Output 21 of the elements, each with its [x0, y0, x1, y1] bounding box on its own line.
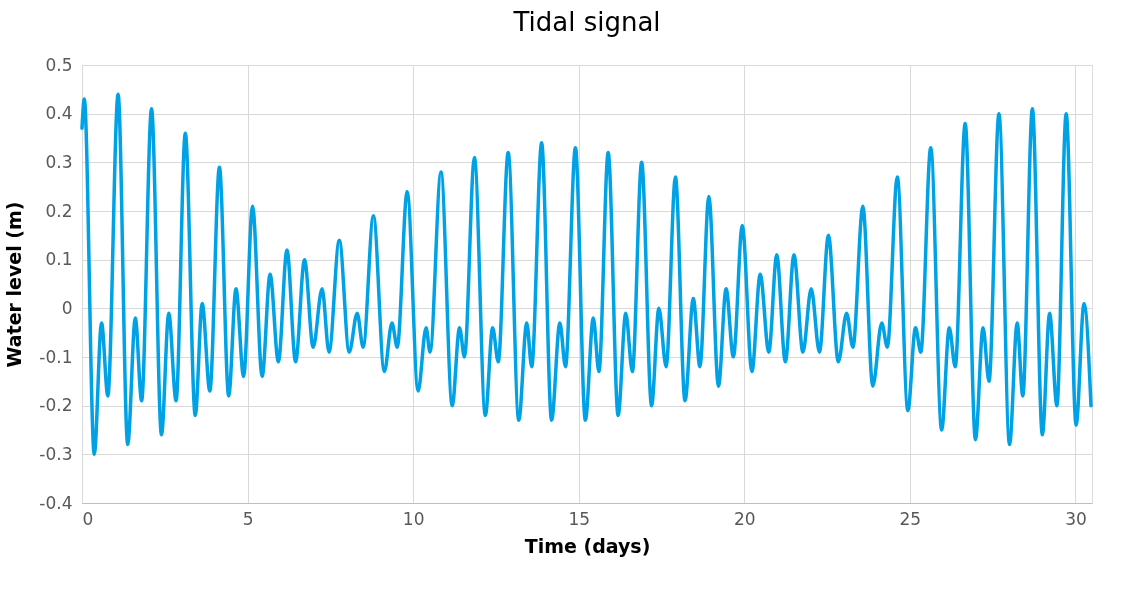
y-tick-label: 0 [61, 297, 73, 318]
x-tick-label: 5 [242, 508, 254, 529]
x-tick-label: 25 [899, 508, 922, 529]
line-series [80, 92, 1093, 457]
y-axis-title: Water level (m) [3, 201, 26, 368]
y-tick-label: 0.1 [45, 249, 73, 270]
x-tick-label: 0 [82, 508, 94, 529]
y-tick-label: -0.2 [39, 395, 73, 416]
x-tick-label: 15 [568, 508, 591, 529]
y-tick-label: 0.5 [45, 54, 73, 75]
y-tick-label: 0.4 [45, 103, 73, 124]
x-tick-label: 20 [733, 508, 756, 529]
y-tick-label: -0.1 [39, 346, 73, 367]
x-axis-title: Time (days) [524, 534, 651, 557]
chart-title: Tidal signal [512, 7, 661, 37]
y-tick-label: -0.4 [39, 492, 73, 513]
y-tick-label: 0.3 [45, 151, 73, 172]
y-tick-label: 0.2 [45, 200, 73, 221]
y-tick-label: -0.3 [39, 443, 73, 464]
x-tick-label: 10 [402, 508, 425, 529]
x-tick-label: 30 [1065, 508, 1087, 529]
